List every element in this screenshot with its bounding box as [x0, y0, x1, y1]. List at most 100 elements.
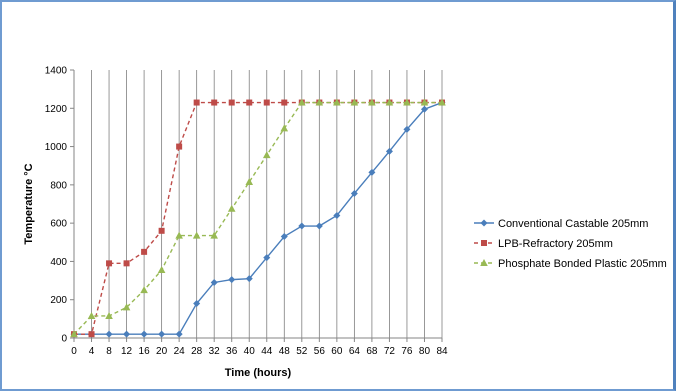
data-point [158, 227, 165, 234]
data-point [245, 177, 254, 185]
data-point [175, 330, 183, 338]
series-layer [70, 98, 446, 338]
series-2 [71, 99, 445, 338]
x-tick-label: 4 [89, 346, 95, 357]
chart-area: 0 200 400 600 800 1000 1200 1400 0 4 8 12 16 20 24 28 3… [8, 6, 672, 389]
x-tick-label: 72 [384, 346, 396, 357]
data-point [280, 233, 288, 241]
data-point [262, 151, 271, 159]
y-tick-label: 200 [50, 295, 67, 306]
x-tick-label: 60 [331, 346, 343, 357]
data-point [298, 222, 306, 230]
y-tick-label: 1400 [45, 66, 68, 77]
gridlines [73, 70, 443, 338]
x-axis: 0 4 8 12 16 20 24 28 32 36 40 44 48 52 56 60 64 68 72 76 80 8… [71, 337, 448, 357]
data-point [210, 278, 218, 286]
series-line [74, 101, 442, 335]
y-axis-title: Temperature °C [23, 163, 35, 244]
data-point [368, 98, 376, 106]
data-point [333, 98, 341, 106]
x-tick-label: 8 [106, 346, 112, 357]
data-point [403, 98, 411, 106]
data-point [157, 266, 166, 274]
data-point [105, 311, 113, 319]
legend-label: Phosphate Bonded Plastic 205mm [498, 258, 667, 270]
data-point [141, 248, 148, 255]
y-tick-label: 600 [50, 219, 67, 230]
x-tick-label: 84 [436, 346, 448, 357]
legend-label: LPB-Refractory 205mm [498, 238, 613, 250]
data-point [87, 311, 96, 319]
x-tick-label: 76 [401, 346, 413, 357]
data-point [298, 98, 306, 106]
data-point [263, 254, 271, 262]
x-tick-label: 32 [209, 346, 221, 357]
legend-marker [480, 219, 488, 227]
data-point [140, 286, 148, 294]
legend-item: LPB-Refractory 205mm [474, 238, 613, 250]
data-point [122, 303, 131, 311]
data-point [228, 276, 236, 284]
x-tick-label: 64 [349, 346, 361, 357]
legend-marker [481, 240, 487, 246]
data-point [88, 331, 95, 338]
data-point [105, 330, 113, 338]
data-point [140, 330, 148, 338]
y-tick-label: 1000 [45, 142, 68, 153]
x-tick-label: 80 [419, 346, 431, 357]
legend-marker [480, 259, 488, 266]
data-point [281, 99, 288, 106]
x-axis-title: Time (hours) [225, 367, 292, 379]
data-point [350, 189, 358, 197]
x-tick-label: 12 [121, 346, 133, 357]
y-tick-label: 0 [61, 334, 67, 345]
legend-item: Conventional Castable 205mm [474, 218, 648, 230]
x-tick-label: 28 [191, 346, 203, 357]
x-tick-label: 20 [156, 346, 168, 357]
data-point [403, 125, 411, 133]
series-3 [70, 98, 446, 338]
y-tick-label: 800 [50, 180, 67, 191]
x-tick-label: 56 [314, 346, 326, 357]
data-point [315, 98, 324, 106]
legend: Conventional Castable 205mm LPB-Refractor… [474, 218, 667, 270]
data-point [368, 168, 376, 176]
legend-label: Conventional Castable 205mm [498, 218, 648, 230]
data-point [210, 231, 218, 239]
data-point [228, 99, 235, 106]
data-point [350, 98, 359, 106]
x-tick-label: 36 [226, 346, 238, 357]
data-point [175, 231, 183, 239]
data-point [333, 211, 341, 219]
series-1 [70, 99, 446, 338]
x-tick-label: 52 [296, 346, 308, 357]
x-tick-label: 40 [244, 346, 256, 357]
x-tick-label: 44 [261, 346, 273, 357]
data-point [420, 98, 429, 106]
y-tick-label: 1200 [45, 104, 68, 115]
data-point [385, 147, 393, 155]
legend-item: Phosphate Bonded Plastic 205mm [474, 258, 667, 270]
x-tick-label: 0 [71, 346, 77, 357]
x-tick-label: 48 [279, 346, 291, 357]
data-point [227, 204, 236, 212]
data-point [123, 330, 131, 338]
data-point [280, 124, 289, 132]
data-point [106, 260, 113, 267]
data-point [385, 98, 394, 106]
data-point [123, 260, 130, 267]
data-point [176, 143, 183, 150]
data-point [315, 222, 323, 230]
series-line [73, 101, 442, 335]
data-point [438, 98, 446, 106]
data-point [245, 275, 253, 283]
data-point [246, 99, 253, 106]
data-point [420, 105, 428, 113]
y-axis: 0 200 400 600 800 1000 1200 1400 [45, 66, 75, 345]
data-point [193, 300, 201, 308]
series-line [74, 101, 443, 335]
x-tick-label: 68 [366, 346, 378, 357]
data-point [211, 99, 218, 106]
data-point [70, 330, 78, 338]
